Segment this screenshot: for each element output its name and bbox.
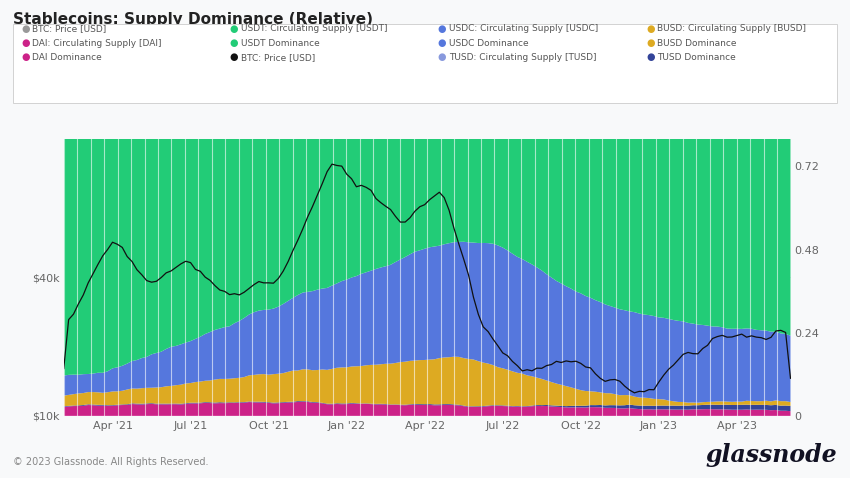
- Text: ●: ●: [230, 38, 238, 48]
- Text: ●: ●: [646, 38, 654, 48]
- Text: ●: ●: [438, 24, 446, 33]
- Text: DAI: Circulating Supply [DAI]: DAI: Circulating Supply [DAI]: [32, 39, 162, 47]
- Text: BTC: Price [USD]: BTC: Price [USD]: [32, 24, 106, 33]
- Text: BUSD Dominance: BUSD Dominance: [657, 39, 737, 47]
- Text: USDC Dominance: USDC Dominance: [449, 39, 529, 47]
- Text: BUSD: Circulating Supply [BUSD]: BUSD: Circulating Supply [BUSD]: [657, 24, 806, 33]
- Text: ●: ●: [438, 53, 446, 62]
- Text: ●: ●: [230, 53, 238, 62]
- Text: TUSD Dominance: TUSD Dominance: [657, 53, 736, 62]
- Text: glassnode: glassnode: [706, 444, 837, 467]
- Text: DAI Dominance: DAI Dominance: [32, 53, 102, 62]
- Text: BTC: Price [USD]: BTC: Price [USD]: [241, 53, 314, 62]
- Text: USDT: Circulating Supply [USDT]: USDT: Circulating Supply [USDT]: [241, 24, 387, 33]
- Text: ●: ●: [230, 24, 238, 33]
- Text: TUSD: Circulating Supply [TUSD]: TUSD: Circulating Supply [TUSD]: [449, 53, 597, 62]
- Text: ●: ●: [646, 24, 654, 33]
- Text: © 2023 Glassnode. All Rights Reserved.: © 2023 Glassnode. All Rights Reserved.: [13, 457, 208, 467]
- Text: Stablecoins: Supply Dominance (Relative): Stablecoins: Supply Dominance (Relative): [13, 12, 373, 27]
- Text: ●: ●: [21, 38, 30, 48]
- Text: ●: ●: [21, 24, 30, 33]
- Text: ●: ●: [21, 53, 30, 62]
- Text: ●: ●: [646, 53, 654, 62]
- Text: ●: ●: [438, 38, 446, 48]
- Text: USDT Dominance: USDT Dominance: [241, 39, 320, 47]
- Text: USDC: Circulating Supply [USDC]: USDC: Circulating Supply [USDC]: [449, 24, 598, 33]
